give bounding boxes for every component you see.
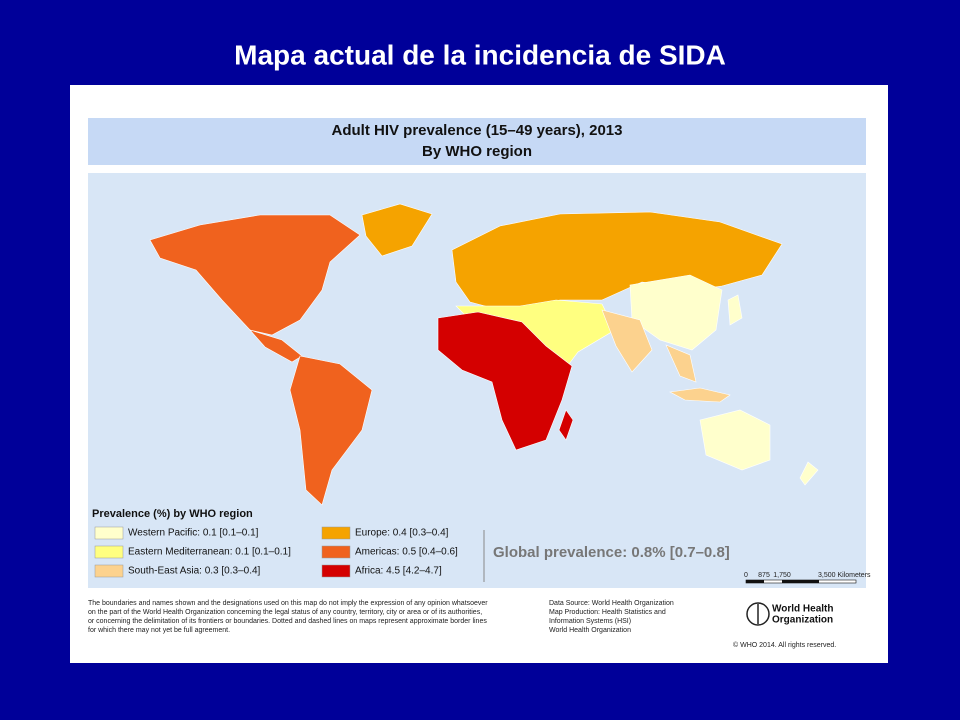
region-western-pacific bbox=[727, 294, 743, 326]
legend-swatch bbox=[321, 526, 351, 540]
disclaimer-line: The boundaries and names shown and the d… bbox=[88, 600, 488, 607]
region-western-pacific bbox=[699, 409, 771, 471]
scale-bar-segment bbox=[746, 580, 764, 583]
who-logo-text: Organization bbox=[772, 615, 833, 626]
region-americas bbox=[149, 214, 361, 336]
legend-label: South-East Asia: 0.3 [0.3–0.4] bbox=[128, 566, 261, 577]
legend-label: Americas: 0.5 [0.4–0.6] bbox=[355, 547, 458, 558]
scale-label: 875 bbox=[758, 572, 770, 579]
legend-swatch bbox=[321, 564, 351, 578]
region-africa bbox=[558, 409, 574, 441]
source-line: Information Systems (HSI) bbox=[549, 618, 631, 625]
region-south-east-asia bbox=[665, 344, 697, 383]
legend-label: Africa: 4.5 [4.2–4.7] bbox=[355, 566, 442, 577]
slide-title: Mapa actual de la incidencia de SIDA bbox=[234, 39, 726, 70]
region-americas bbox=[289, 355, 373, 506]
legend-label: Europe: 0.4 [0.3–0.4] bbox=[355, 528, 449, 539]
region-western-pacific bbox=[799, 461, 819, 486]
copyright: © WHO 2014. All rights reserved. bbox=[733, 641, 836, 649]
legend-title: Prevalence (%) by WHO region bbox=[92, 508, 253, 520]
map-header bbox=[88, 118, 866, 165]
region-americas bbox=[249, 329, 303, 363]
region-africa bbox=[437, 311, 573, 451]
region-south-east-asia bbox=[669, 387, 731, 403]
source-line: Map Production: Health Statistics and bbox=[549, 609, 666, 616]
global-prevalence: Global prevalence: 0.8% [0.7–0.8] bbox=[493, 544, 730, 561]
region-south-east-asia bbox=[601, 309, 653, 373]
scale-label: 3,500 Kilometers bbox=[818, 572, 871, 579]
disclaimer-line: on the part of the World Health Organiza… bbox=[88, 609, 482, 616]
who-logo-text: World Health bbox=[772, 604, 833, 615]
legend: Western Pacific: 0.1 [0.1–0.1] Eastern Me… bbox=[94, 526, 458, 578]
legend-label: Western Pacific: 0.1 [0.1–0.1] bbox=[128, 528, 259, 539]
disclaimer-line: or concerning the delimitation of its fr… bbox=[88, 618, 487, 625]
region-europe bbox=[361, 203, 433, 257]
disclaimer-line: for which there may not yet be full agre… bbox=[88, 627, 230, 634]
source-line: Data Source: World Health Organization bbox=[549, 600, 674, 607]
legend-swatch bbox=[321, 545, 351, 559]
legend-swatch bbox=[94, 564, 124, 578]
world-map bbox=[149, 203, 819, 506]
scale-label: 1,750 bbox=[773, 572, 791, 579]
source-line: World Health Organization bbox=[549, 627, 631, 634]
scale-bar-segment bbox=[782, 580, 819, 583]
map-subtitle: By WHO region bbox=[422, 143, 532, 160]
legend-swatch bbox=[94, 526, 124, 540]
scale-label: 0 bbox=[744, 572, 748, 579]
map-title: Adult HIV prevalence (15–49 years), 2013 bbox=[332, 122, 623, 139]
who-logo-emblem bbox=[746, 602, 770, 626]
legend-label: Eastern Mediterranean: 0.1 [0.1–0.1] bbox=[128, 547, 291, 558]
legend-swatch bbox=[94, 545, 124, 559]
